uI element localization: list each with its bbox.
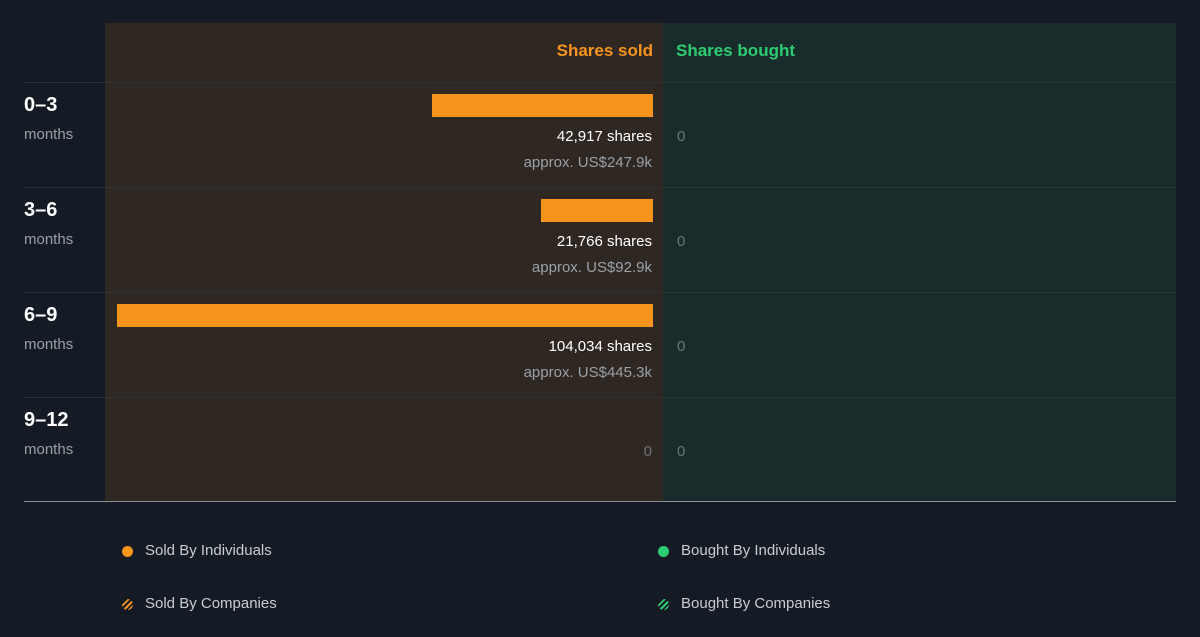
- legend-item: Sold By Companies: [122, 595, 277, 613]
- sold-value-label: approx. US$445.3k: [523, 364, 652, 381]
- period-label: 0–3: [24, 94, 58, 116]
- row-divider: [24, 82, 1176, 83]
- period-unit-label: months: [24, 441, 74, 458]
- sold-bar: [432, 94, 653, 117]
- bought-zero-label: 0: [677, 338, 686, 355]
- row-divider: [24, 397, 1176, 398]
- striped-circle-icon: [122, 598, 133, 610]
- legend-label: Bought By Individuals: [681, 542, 826, 559]
- period-row: 6–9 months 104,034 shares approx. US$445.3k…: [0, 293, 1200, 398]
- sold-value-label: approx. US$92.9k: [531, 259, 652, 276]
- period-unit-label: months: [24, 231, 74, 248]
- striped-circle-icon: [658, 598, 669, 610]
- circle-icon: [122, 545, 133, 557]
- period-label: 3–6: [24, 199, 58, 221]
- baseline: [24, 501, 1176, 502]
- period-row: 9–12 months 0 0: [0, 398, 1200, 503]
- bought-zero-label: 0: [677, 233, 686, 250]
- legend-label: Bought By Companies: [681, 595, 831, 612]
- sold-value-label: approx. US$247.9k: [523, 154, 652, 171]
- period-unit-label: months: [24, 126, 74, 143]
- period-row: 3–6 months 21,766 shares approx. US$92.9k 0: [0, 188, 1200, 293]
- bought-zero-label: 0: [677, 443, 686, 460]
- legend-label: Sold By Companies: [145, 595, 277, 612]
- legend-item: Bought By Individuals: [658, 542, 825, 560]
- sold-shares-label: 104,034 shares: [548, 338, 652, 355]
- row-divider: [24, 187, 1176, 188]
- sold-bar: [117, 304, 653, 327]
- legend-label: Sold By Individuals: [145, 542, 272, 559]
- bought-header: Shares bought: [676, 41, 796, 60]
- period-unit-label: months: [24, 336, 74, 353]
- legend-item: Bought By Companies: [658, 595, 830, 613]
- period-label: 6–9: [24, 304, 58, 326]
- sold-bar: [541, 199, 653, 222]
- row-divider: [24, 292, 1176, 293]
- sold-shares-label: 21,766 shares: [556, 233, 652, 250]
- period-label: 9–12: [24, 409, 69, 431]
- bought-zero-label: 0: [677, 128, 686, 145]
- sold-header: Shares sold: [556, 41, 653, 60]
- sold-zero-label: 0: [643, 443, 652, 460]
- circle-icon: [658, 545, 669, 557]
- legend-item: Sold By Individuals: [122, 542, 272, 560]
- bought-panel: [663, 23, 1176, 501]
- period-row: 0–3 months 42,917 shares approx. US$247.9k 0: [0, 83, 1200, 188]
- sold-shares-label: 42,917 shares: [556, 128, 652, 145]
